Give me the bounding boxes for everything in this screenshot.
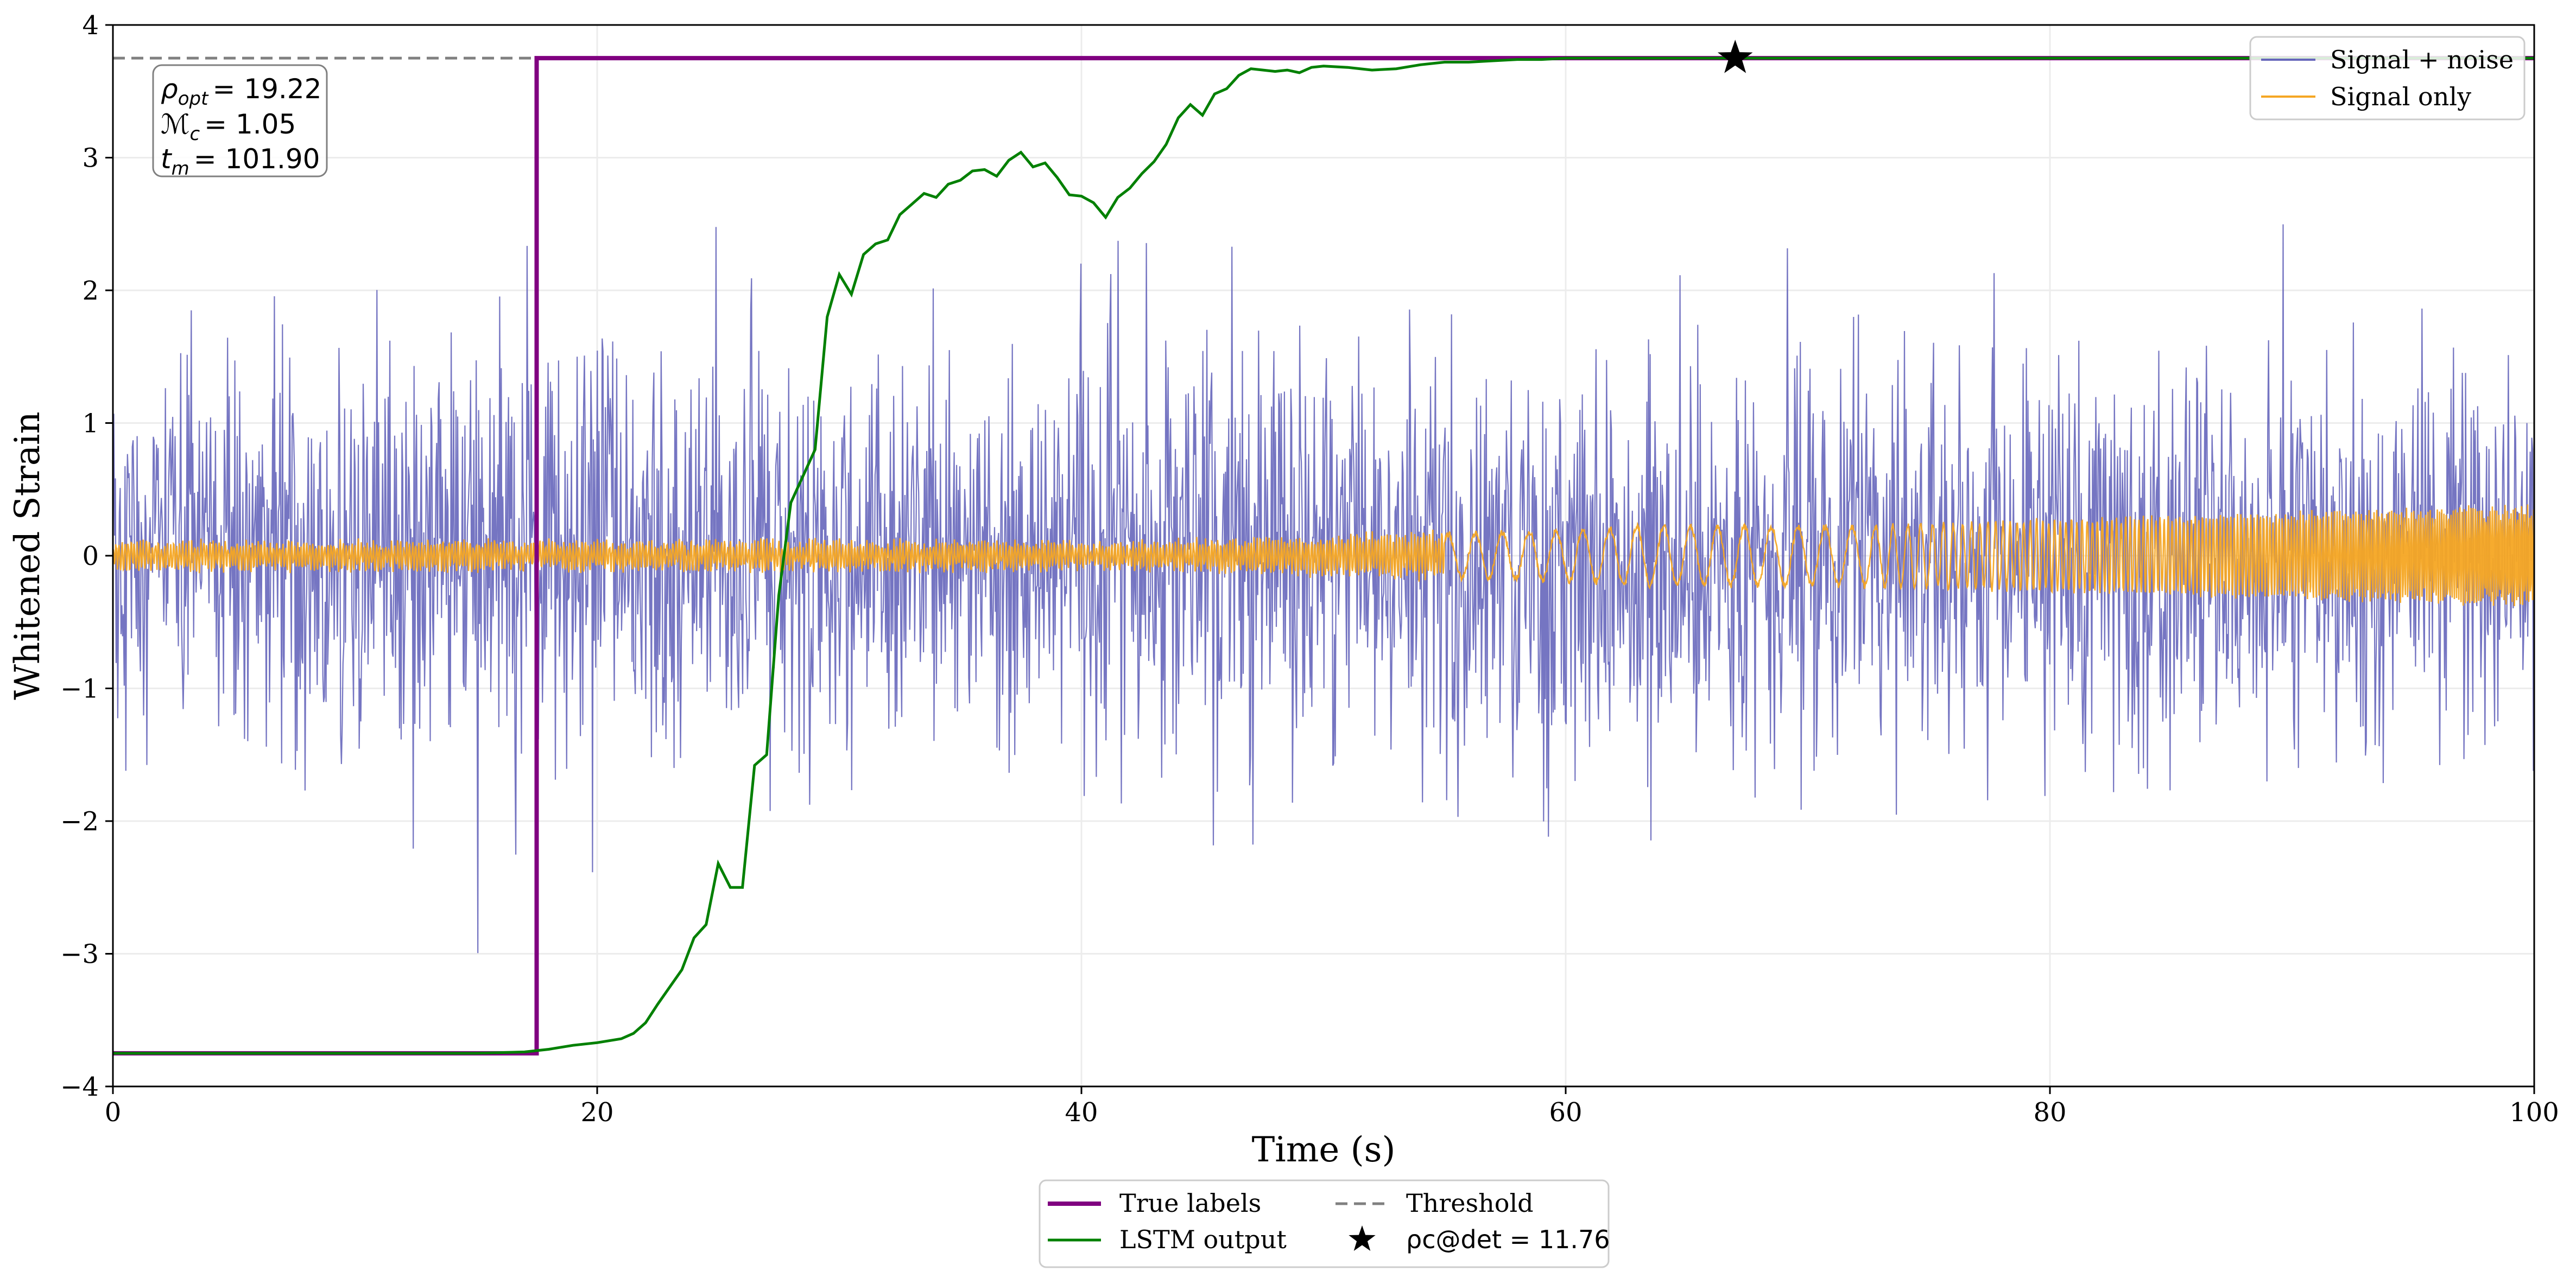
legend-signal-only-label: Signal only <box>2330 82 2471 111</box>
data-layer <box>113 56 2534 1056</box>
detection-star-marker <box>1717 40 1753 73</box>
annotation-chirp-mass: ℳc = 1.05 <box>161 109 296 145</box>
y-tick-label: −1 <box>60 674 99 704</box>
annotation-tm-subscript: m <box>172 158 189 180</box>
annotation-rho-subscript: opt <box>178 88 209 110</box>
parameter-annotation: ρopt = 19.22 ℳc = 1.05 tm = 101.90 <box>152 64 328 180</box>
x-tick-label: 20 <box>580 1097 613 1128</box>
annotation-box <box>152 64 328 177</box>
legend-upper: Signal + noise Signal only <box>2249 36 2526 120</box>
legend-lstm-label: LSTM output <box>1119 1225 1287 1254</box>
annotation-merger-time: tm = 101.90 <box>161 143 320 180</box>
annotation-mc-subscript: c <box>189 123 200 145</box>
legend-threshold-label: Threshold <box>1406 1188 1534 1218</box>
annotation-rho-symbol: ρ <box>161 73 178 105</box>
annotation-mc-value: = 1.05 <box>204 109 296 140</box>
y-tick-label: 4 <box>82 10 99 41</box>
x-tick-label: 80 <box>2033 1097 2066 1128</box>
x-axis-label: Time (s) <box>1252 1130 1396 1170</box>
y-tick-label: 0 <box>82 541 99 571</box>
y-tick-label: −2 <box>60 806 99 837</box>
legend-lower: True labels LSTM output Threshold ρc@det… <box>1039 1179 1610 1268</box>
series-lstm-output <box>113 56 2534 1055</box>
y-tick-label: −4 <box>60 1072 99 1102</box>
y-tick-label: 1 <box>82 409 99 439</box>
y-axis-label: Whitened Strain <box>8 411 48 700</box>
y-tick-label: −3 <box>60 939 99 970</box>
legend-lower-box <box>1039 1179 1610 1268</box>
x-tick-label: 100 <box>2509 1097 2559 1128</box>
series-signal-noise <box>113 224 2534 954</box>
legend-detection-label: ρc@det = 11.76 <box>1406 1225 1610 1254</box>
annotation-tm-symbol: t <box>161 143 173 175</box>
annotation-tm-value: = 101.90 <box>194 143 320 175</box>
y-tick-label: 3 <box>82 143 99 174</box>
series-signal-only <box>113 504 2534 606</box>
y-tick-label: 2 <box>82 276 99 306</box>
legend-signal-noise-label: Signal + noise <box>2330 45 2514 74</box>
legend-true-labels-label: True labels <box>1119 1188 1261 1218</box>
x-tick-label: 0 <box>105 1097 122 1128</box>
legend-upper-box <box>2249 36 2526 120</box>
annotation-rho-value: = 19.22 <box>212 73 321 105</box>
axis-ticks: 0 20 40 60 80 100 −4 −3 −2 −1 0 1 2 3 4 <box>60 10 2559 1128</box>
legend-detection-star <box>1349 1225 1376 1251</box>
annotation-rho-opt: ρopt = 19.22 <box>161 73 321 110</box>
annotation-mc-symbol: ℳ <box>161 109 189 140</box>
x-tick-label: 40 <box>1065 1097 1098 1128</box>
x-tick-label: 60 <box>1549 1097 1582 1128</box>
